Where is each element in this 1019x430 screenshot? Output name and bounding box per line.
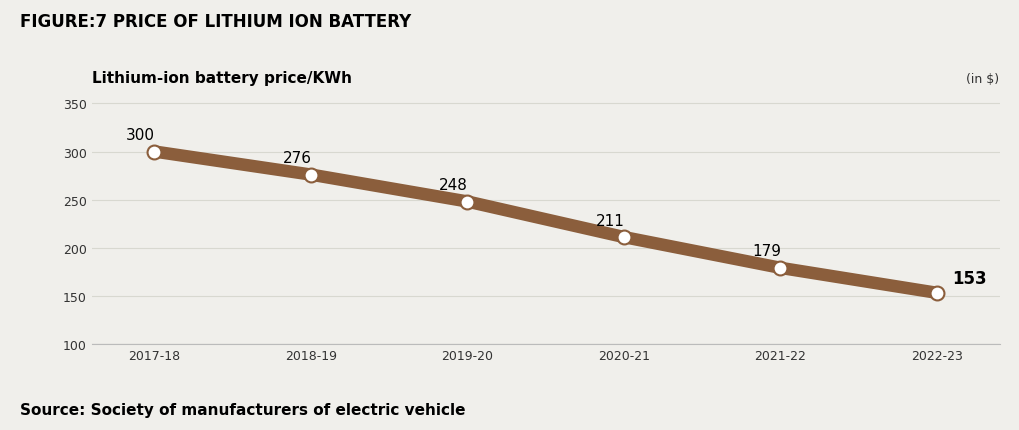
Text: FIGURE:7 PRICE OF LITHIUM ION BATTERY: FIGURE:7 PRICE OF LITHIUM ION BATTERY xyxy=(20,13,412,31)
Text: Lithium-ion battery price/KWh: Lithium-ion battery price/KWh xyxy=(92,71,352,86)
Text: 300: 300 xyxy=(126,128,155,143)
Text: 211: 211 xyxy=(595,213,624,228)
Text: 276: 276 xyxy=(282,151,312,166)
Text: 179: 179 xyxy=(752,244,781,259)
Text: 153: 153 xyxy=(952,270,986,288)
Text: (in $): (in $) xyxy=(966,73,999,86)
Text: Source: Society of manufacturers of electric vehicle: Source: Society of manufacturers of elec… xyxy=(20,402,466,417)
Text: 248: 248 xyxy=(439,178,468,193)
